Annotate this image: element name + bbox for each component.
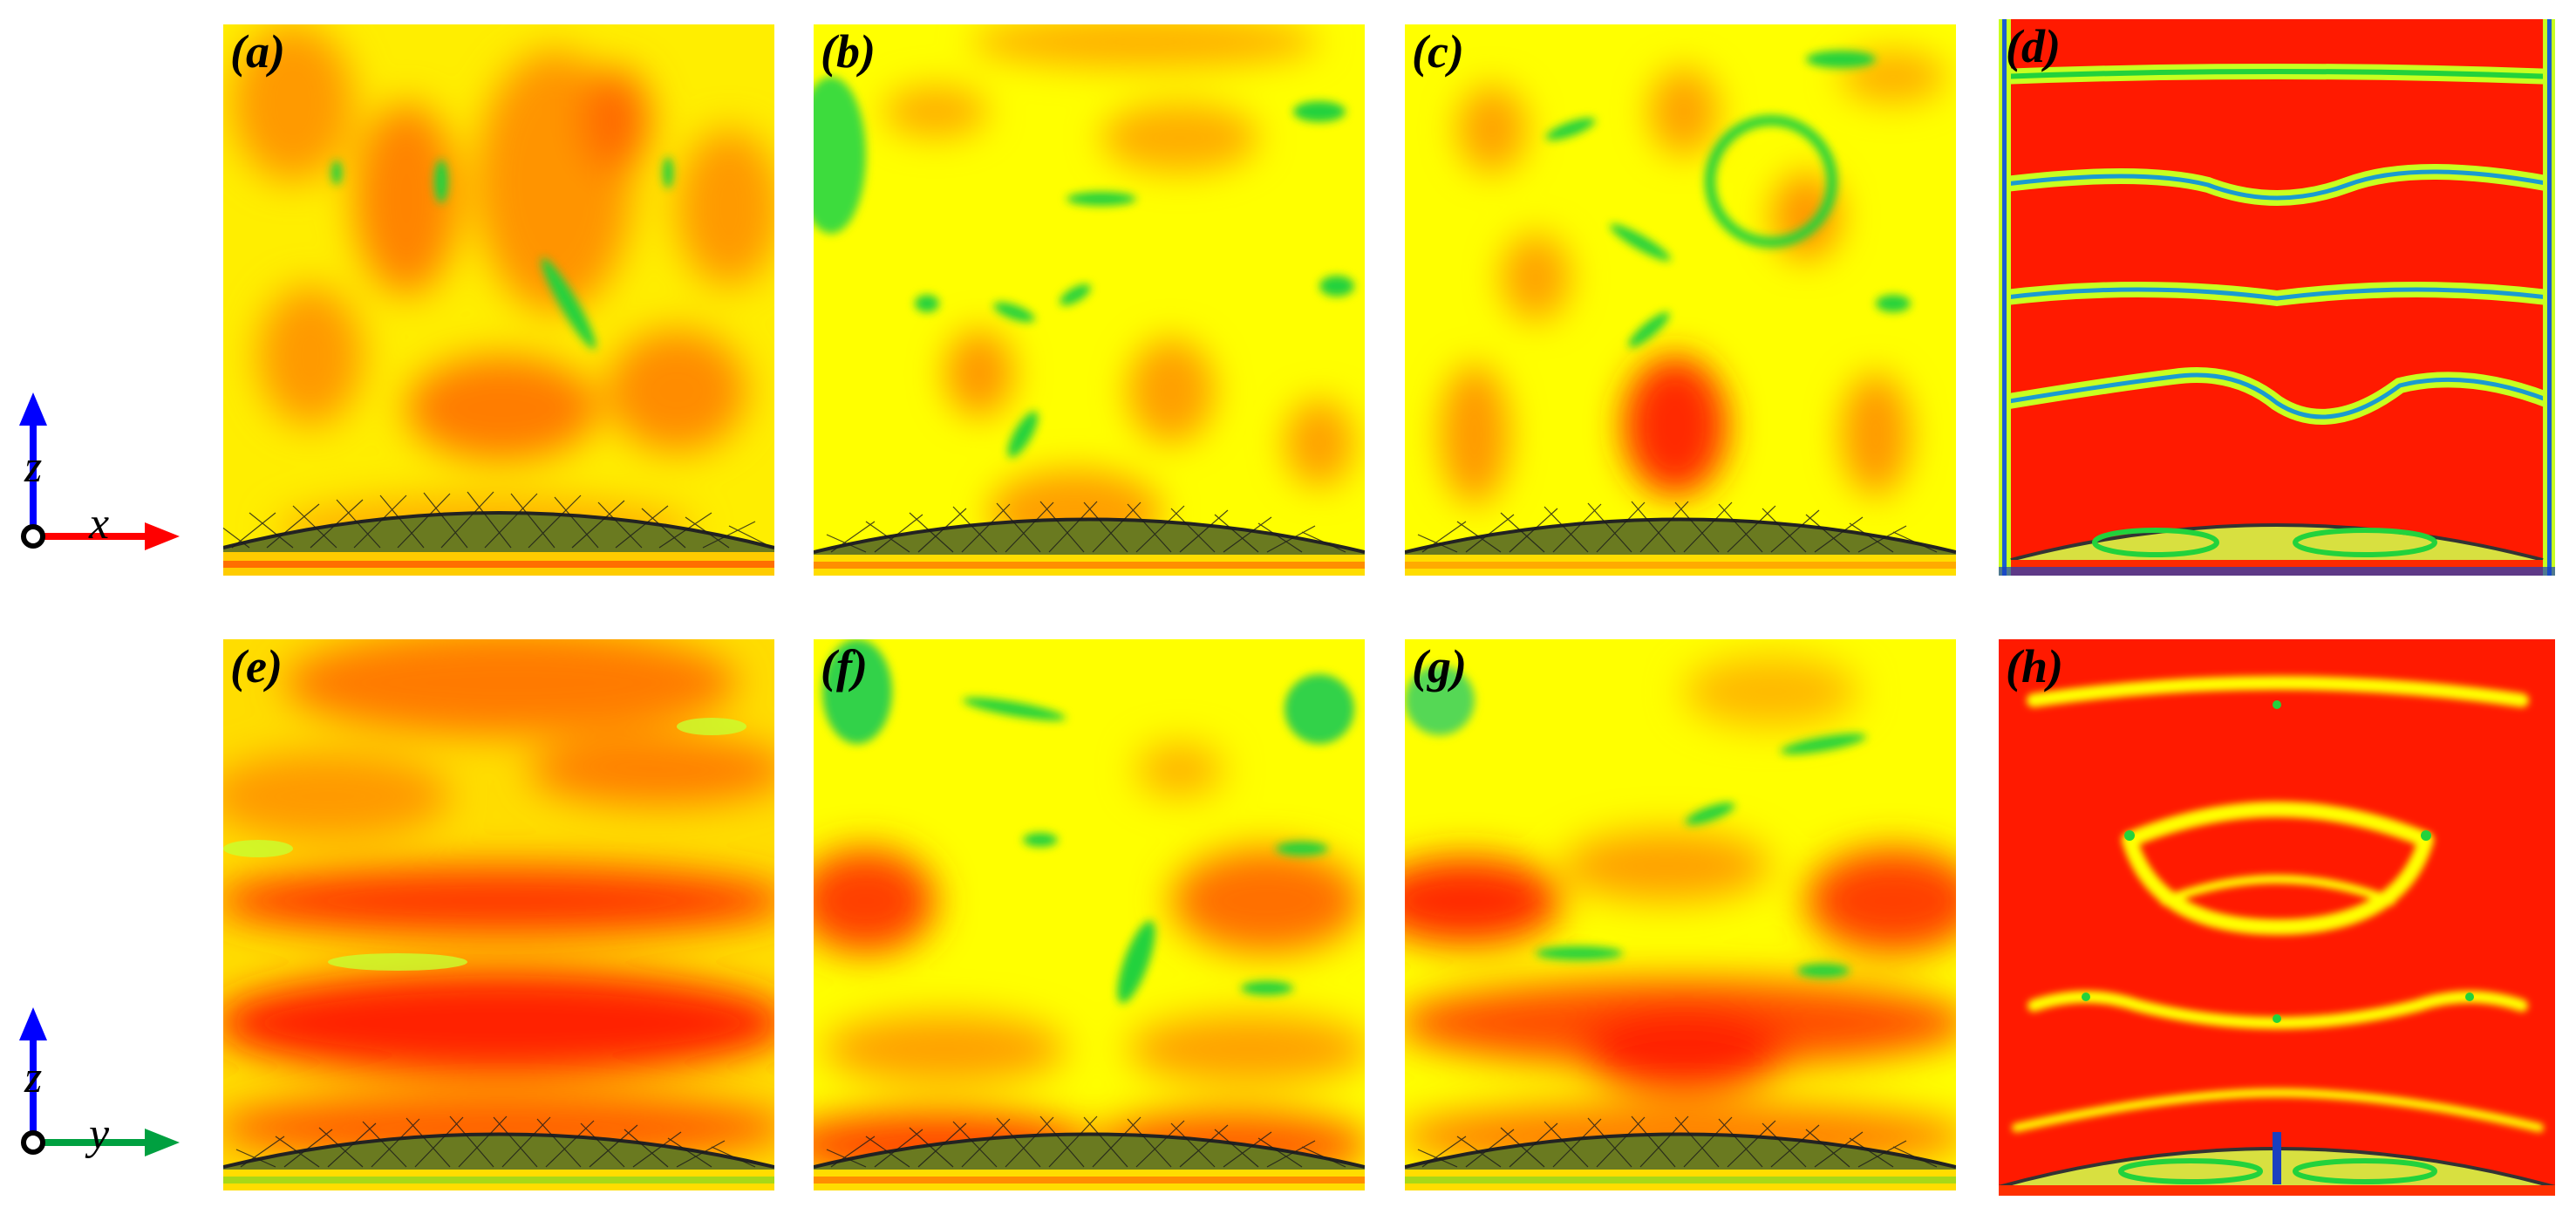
axis-triad-top: z x bbox=[17, 392, 192, 558]
field-map-e bbox=[223, 639, 774, 1190]
panel-label-a: (a) bbox=[230, 25, 285, 78]
field-map-b bbox=[814, 24, 1365, 576]
axis-label-y: y bbox=[89, 1109, 110, 1159]
field-panel-h: (h) bbox=[1999, 639, 2555, 1196]
field-map-g bbox=[1405, 639, 1956, 1190]
axis-label-x: x bbox=[89, 499, 110, 549]
panel-label-g: (g) bbox=[1412, 640, 1467, 692]
field-panel-b: (b) bbox=[814, 24, 1365, 576]
field-panel-f: (f) bbox=[814, 639, 1365, 1190]
panel-label-b: (b) bbox=[821, 25, 876, 78]
field-panel-d: (d) bbox=[1999, 19, 2555, 576]
axis-label-z-top: z bbox=[24, 442, 43, 492]
field-map-f bbox=[814, 639, 1365, 1190]
panel-label-d: (d) bbox=[2006, 20, 2061, 72]
panel-label-f: (f) bbox=[821, 640, 868, 692]
axis-triad-top-graphic bbox=[19, 392, 180, 550]
field-panel-g: (g) bbox=[1405, 639, 1956, 1190]
axis-label-z-bottom: z bbox=[24, 1053, 43, 1102]
axis-triad-bottom-graphic bbox=[19, 1007, 180, 1156]
field-map-h bbox=[1999, 639, 2555, 1196]
field-panel-e: (e) bbox=[223, 639, 774, 1190]
axis-triad-bottom: z y bbox=[17, 1007, 192, 1173]
field-map-c bbox=[1405, 24, 1956, 576]
field-map-d bbox=[1999, 19, 2555, 576]
field-map-a bbox=[223, 24, 774, 576]
panel-label-c: (c) bbox=[1412, 25, 1464, 78]
panel-label-h: (h) bbox=[2006, 640, 2063, 692]
field-panel-a: (a) bbox=[223, 24, 774, 576]
panel-label-e: (e) bbox=[230, 640, 283, 692]
field-panel-c: (c) bbox=[1405, 24, 1956, 576]
